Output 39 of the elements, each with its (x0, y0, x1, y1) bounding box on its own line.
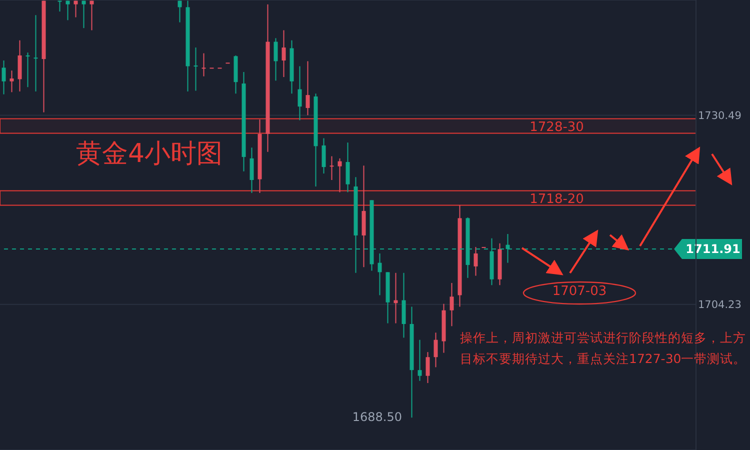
candlestick (338, 158, 342, 193)
candlestick (10, 70, 14, 93)
candlestick (82, 0, 86, 29)
candlestick (474, 246, 478, 276)
candlestick (330, 156, 334, 180)
candlestick (2, 60, 6, 95)
annotation: 1707-03 (551, 284, 608, 299)
candlestick (18, 40, 22, 92)
candlestick (274, 38, 278, 82)
candlestick (74, 0, 78, 18)
candlestick (426, 352, 430, 384)
candlestick (322, 138, 326, 174)
ref-line-label: 1711.91 (686, 242, 740, 256)
candlestick (306, 60, 310, 116)
band-label: 1718-20 (530, 192, 584, 207)
candlestick (402, 272, 406, 338)
candlestick (298, 66, 302, 121)
candlestick (58, 0, 62, 12)
annotation: 1688.50 (352, 410, 402, 424)
y-tick-label: 1730.49 (698, 110, 742, 122)
annotation: 操作上，周初激进可尝试进行阶段性的短多，上方目标不要期待过大，重点关注1727-30一带测试。 (460, 329, 748, 368)
candlestick (90, 0, 94, 31)
band-label: 1728-30 (530, 120, 584, 135)
candlestick (394, 272, 398, 324)
candlestick (450, 282, 454, 327)
text: 黄金4小时图 (76, 138, 223, 171)
candlestick (250, 147, 254, 194)
candlestick (202, 52, 206, 77)
candlestick (346, 142, 350, 193)
candlestick (282, 30, 286, 78)
candlestick (418, 339, 422, 382)
candlestick (378, 252, 382, 296)
candlestick (66, 0, 70, 21)
candlestick (26, 52, 30, 88)
candlestick (194, 47, 198, 92)
candlestick (178, 0, 182, 23)
candlestick (34, 14, 38, 92)
y-tick-label: 1704.23 (698, 299, 742, 312)
candlestick (434, 332, 438, 368)
